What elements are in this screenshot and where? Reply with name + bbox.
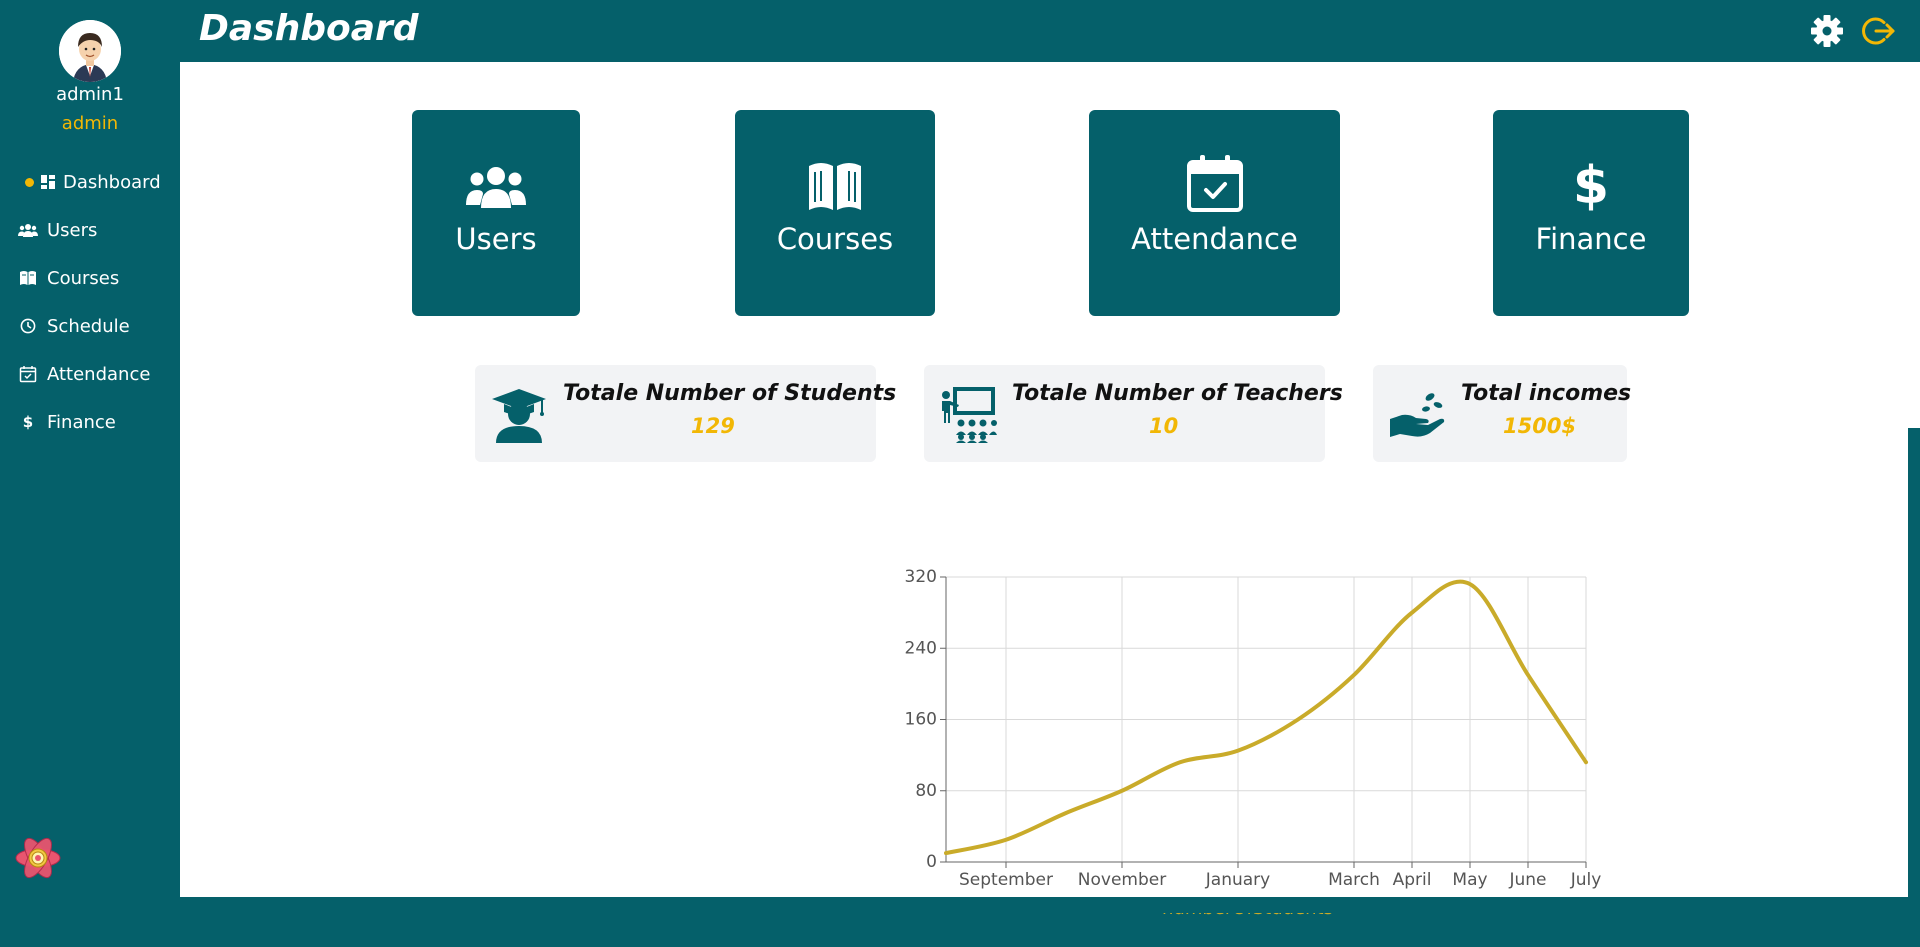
stat-value: 1500$ <box>1503 414 1577 438</box>
y-tick-label: 160 <box>905 710 937 730</box>
sidebar: admin1 admin Dashboard Users Courses <box>0 0 180 913</box>
top-bar: Dashboard <box>180 0 1920 62</box>
sidebar-item-label: Attendance <box>47 363 151 385</box>
tile-attendance[interactable]: Attendance <box>1089 110 1340 316</box>
sidebar-item-label: Courses <box>47 267 120 289</box>
react-logo-icon <box>12 832 64 884</box>
hand-coins-icon <box>1388 385 1446 443</box>
y-tick-label: 0 <box>926 852 937 872</box>
x-tick-label: September <box>959 870 1053 890</box>
tile-courses[interactable]: Courses <box>735 110 935 316</box>
sidebar-item-label: Users <box>47 219 98 241</box>
x-tick-label: May <box>1452 870 1487 890</box>
stat-title: Totale Number of Teachers <box>1012 381 1343 406</box>
book-icon <box>807 160 863 212</box>
sidebar-item-schedule[interactable]: Schedule <box>18 302 161 350</box>
stat-card-teachers: Totale Number of Teachers 10 <box>924 365 1343 462</box>
graduate-icon <box>490 385 548 443</box>
tile-label: Courses <box>776 222 894 256</box>
tile-users[interactable]: Users <box>412 110 580 316</box>
tile-finance[interactable]: $ Finance <box>1493 110 1689 316</box>
x-tick-label: January <box>1205 870 1270 890</box>
x-tick-label: April <box>1393 870 1432 890</box>
y-tick-label: 320 <box>905 567 937 587</box>
calendar-check-icon <box>18 364 38 384</box>
sidebar-item-label: Schedule <box>47 315 130 337</box>
sidebar-item-attendance[interactable]: Attendance <box>18 350 161 398</box>
bottom-strip <box>180 897 1920 913</box>
clock-icon <box>18 316 38 336</box>
sidebar-item-finance[interactable]: $ Finance <box>18 398 161 446</box>
x-tick-label: March <box>1328 870 1380 890</box>
tile-label: Users <box>455 222 537 256</box>
active-indicator <box>25 177 34 187</box>
x-tick-label: November <box>1078 870 1166 890</box>
stat-title: Total incomes <box>1461 381 1632 406</box>
x-tick-label: July <box>1570 870 1602 890</box>
sidebar-item-label: Finance <box>47 411 116 433</box>
sidebar-nav: Dashboard Users Courses Schedule Attenda… <box>18 158 161 446</box>
user-role: admin <box>61 113 119 134</box>
sidebar-item-users[interactable]: Users <box>18 206 161 254</box>
gear-icon[interactable] <box>1810 14 1844 48</box>
logout-icon[interactable] <box>1862 14 1896 48</box>
calendar-check-icon <box>1185 155 1245 212</box>
dashboard-icon <box>40 172 56 192</box>
y-tick-label: 80 <box>915 781 937 801</box>
students-line-chart: 0 80 160 240 320 September November January Marc… <box>905 567 1602 919</box>
stat-card-students: Totale Number of Students 129 <box>475 365 896 462</box>
sidebar-item-label: Dashboard <box>63 171 161 193</box>
stat-title: Totale Number of Students <box>563 381 897 406</box>
stat-value: 10 <box>1149 414 1179 438</box>
page-title: Dashboard <box>199 8 419 49</box>
dollar-icon: $ <box>22 413 34 431</box>
users-icon <box>18 220 38 240</box>
series-line <box>944 579 1588 856</box>
scrollbar-thumb[interactable] <box>1908 62 1920 428</box>
x-tick-label: June <box>1508 870 1546 890</box>
book-icon <box>18 268 38 288</box>
y-tick-label: 240 <box>905 638 937 658</box>
users-icon <box>466 160 526 212</box>
sidebar-item-dashboard[interactable]: Dashboard <box>18 158 161 206</box>
sidebar-item-courses[interactable]: Courses <box>18 254 161 302</box>
avatar[interactable] <box>59 20 121 82</box>
tile-label: Finance <box>1535 222 1647 256</box>
dollar-icon: $ <box>1572 156 1610 216</box>
stat-value: 129 <box>691 414 735 438</box>
teacher-icon <box>939 385 997 443</box>
main-content: Users Courses Attendance $ Finance Total… <box>180 62 1908 919</box>
user-name: admin1 <box>56 84 124 105</box>
tile-label: Attendance <box>1131 222 1298 256</box>
stat-card-incomes: Total incomes 1500$ <box>1373 365 1631 462</box>
